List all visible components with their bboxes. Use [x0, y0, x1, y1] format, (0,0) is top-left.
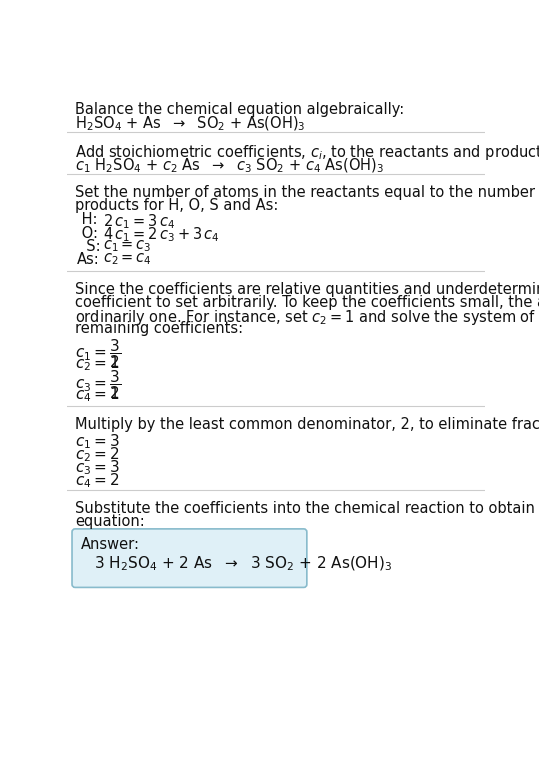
Text: $c_1 = 3$: $c_1 = 3$ — [75, 432, 120, 450]
Text: As:: As: — [77, 252, 99, 267]
Text: $c_4 = 1$: $c_4 = 1$ — [75, 385, 120, 404]
Text: $c_1 = \dfrac{3}{2}$: $c_1 = \dfrac{3}{2}$ — [75, 337, 121, 370]
Text: Substitute the coefficients into the chemical reaction to obtain the balanced: Substitute the coefficients into the che… — [75, 501, 539, 516]
Text: $c_2 = c_4$: $c_2 = c_4$ — [103, 252, 152, 267]
Text: $c_3 = \dfrac{3}{2}$: $c_3 = \dfrac{3}{2}$ — [75, 368, 121, 400]
Text: Since the coefficients are relative quantities and underdetermined, choose a: Since the coefficients are relative quan… — [75, 282, 539, 296]
Text: ordinarily one. For instance, set $c_2 = 1$ and solve the system of equations fo: ordinarily one. For instance, set $c_2 =… — [75, 308, 539, 327]
Text: H$_2$SO$_4$ + As  $\rightarrow$  SO$_2$ + As(OH)$_3$: H$_2$SO$_4$ + As $\rightarrow$ SO$_2$ + … — [75, 115, 306, 133]
Text: Multiply by the least common denominator, 2, to eliminate fractional coefficient: Multiply by the least common denominator… — [75, 418, 539, 432]
Text: 3 H$_2$SO$_4$ + 2 As  $\rightarrow$  3 SO$_2$ + 2 As(OH)$_3$: 3 H$_2$SO$_4$ + 2 As $\rightarrow$ 3 SO$… — [94, 555, 393, 573]
Text: H:: H: — [77, 213, 97, 228]
Text: remaining coefficients:: remaining coefficients: — [75, 321, 243, 336]
Text: products for H, O, S and As:: products for H, O, S and As: — [75, 198, 279, 213]
FancyBboxPatch shape — [72, 529, 307, 587]
Text: $c_3 = 3$: $c_3 = 3$ — [75, 458, 120, 477]
Text: $c_4 = 2$: $c_4 = 2$ — [75, 471, 120, 490]
Text: Answer:: Answer: — [81, 537, 140, 552]
Text: $c_2 = 2$: $c_2 = 2$ — [75, 445, 120, 464]
Text: Add stoichiometric coefficients, $c_i$, to the reactants and products:: Add stoichiometric coefficients, $c_i$, … — [75, 143, 539, 162]
Text: Set the number of atoms in the reactants equal to the number of atoms in the: Set the number of atoms in the reactants… — [75, 185, 539, 199]
Text: $4\,c_1 = 2\,c_3 + 3\,c_4$: $4\,c_1 = 2\,c_3 + 3\,c_4$ — [103, 225, 220, 244]
Text: coefficient to set arbitrarily. To keep the coefficients small, the arbitrary va: coefficient to set arbitrarily. To keep … — [75, 295, 539, 310]
Text: equation:: equation: — [75, 515, 145, 529]
Text: Balance the chemical equation algebraically:: Balance the chemical equation algebraica… — [75, 102, 404, 117]
Text: $c_1 = c_3$: $c_1 = c_3$ — [103, 239, 151, 254]
Text: $2\,c_1 = 3\,c_4$: $2\,c_1 = 3\,c_4$ — [103, 213, 175, 231]
Text: $c_2 = 1$: $c_2 = 1$ — [75, 354, 120, 373]
Text: $c_1$ H$_2$SO$_4$ + $c_2$ As  $\rightarrow$  $c_3$ SO$_2$ + $c_4$ As(OH)$_3$: $c_1$ H$_2$SO$_4$ + $c_2$ As $\rightarro… — [75, 156, 384, 174]
Text: S:: S: — [77, 239, 100, 253]
Text: O:: O: — [77, 225, 98, 241]
